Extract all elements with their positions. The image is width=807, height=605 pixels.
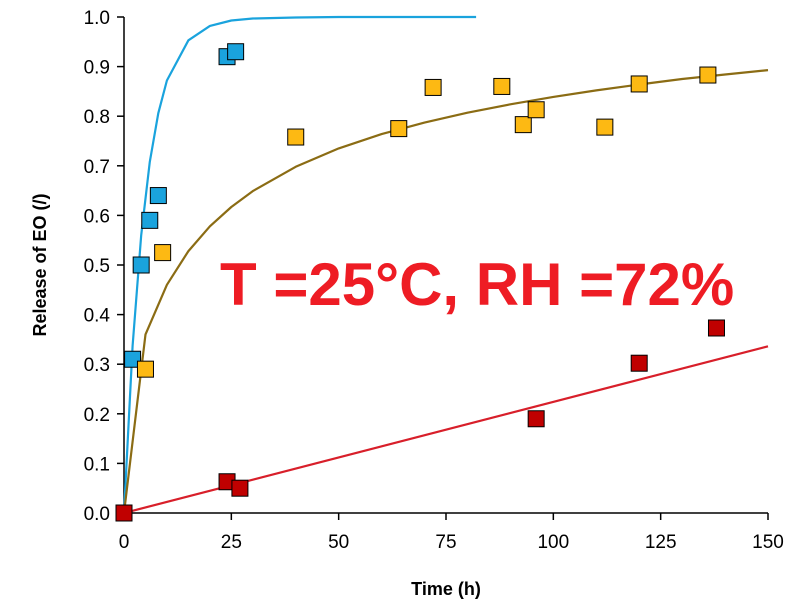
y-tick-label: 0.0 xyxy=(84,504,110,525)
data-point-series-3 xyxy=(231,479,249,497)
data-point-series-2 xyxy=(390,120,408,138)
data-point-series-3 xyxy=(707,319,725,337)
y-tick-label: 0.3 xyxy=(84,355,110,376)
data-point-series-3 xyxy=(115,504,133,522)
data-point-series-2 xyxy=(136,360,154,378)
y-tick-label: 0.8 xyxy=(84,107,110,128)
data-point-series-2 xyxy=(514,116,532,134)
y-tick-label: 0.4 xyxy=(84,306,111,327)
data-point-series-2 xyxy=(630,75,648,93)
data-point-series-2 xyxy=(596,118,614,136)
data-point-series-2 xyxy=(699,66,717,84)
y-tick-label: 0.1 xyxy=(84,454,110,475)
data-point-series-2 xyxy=(527,101,545,119)
data-point-series-1 xyxy=(141,211,159,229)
x-tick-label: 150 xyxy=(752,532,784,553)
y-tick-label: 0.7 xyxy=(84,157,110,178)
y-tick-label: 0.2 xyxy=(84,405,110,426)
data-point-series-1 xyxy=(124,350,142,368)
y-tick-label: 1.0 xyxy=(84,8,110,29)
data-point-series-2 xyxy=(154,244,172,262)
data-points xyxy=(115,43,725,522)
data-point-series-2 xyxy=(493,77,511,95)
data-point-series-3 xyxy=(527,410,545,428)
y-tick-label: 0.6 xyxy=(84,206,110,227)
conditions-annotation: T =25°C, RH =72% xyxy=(220,251,734,318)
y-tick-label: 0.9 xyxy=(84,58,110,79)
data-point-series-3 xyxy=(630,354,648,372)
x-tick-label: 0 xyxy=(119,532,130,553)
x-axis-title: Time (h) xyxy=(411,579,481,599)
data-point-series-2 xyxy=(287,128,305,146)
y-axis-title: Release of EO (/) xyxy=(30,193,50,336)
x-tick-label: 125 xyxy=(645,532,677,553)
ticks: 0.0 0.1 0.2 0.3 0.4 0.5 0.6 0.7 0.8 0.9 1.0 0 25 50 75… xyxy=(84,8,784,553)
x-tick-label: 25 xyxy=(221,532,242,553)
y-tick-label: 0.5 xyxy=(84,256,110,277)
data-point-series-1 xyxy=(227,43,245,61)
x-tick-label: 50 xyxy=(328,532,349,553)
data-point-series-1 xyxy=(149,187,167,205)
fit-curve-1 xyxy=(122,15,477,514)
x-tick-label: 75 xyxy=(435,532,456,553)
data-point-series-1 xyxy=(132,256,150,274)
data-point-series-2 xyxy=(424,78,442,96)
x-tick-label: 100 xyxy=(537,532,569,553)
